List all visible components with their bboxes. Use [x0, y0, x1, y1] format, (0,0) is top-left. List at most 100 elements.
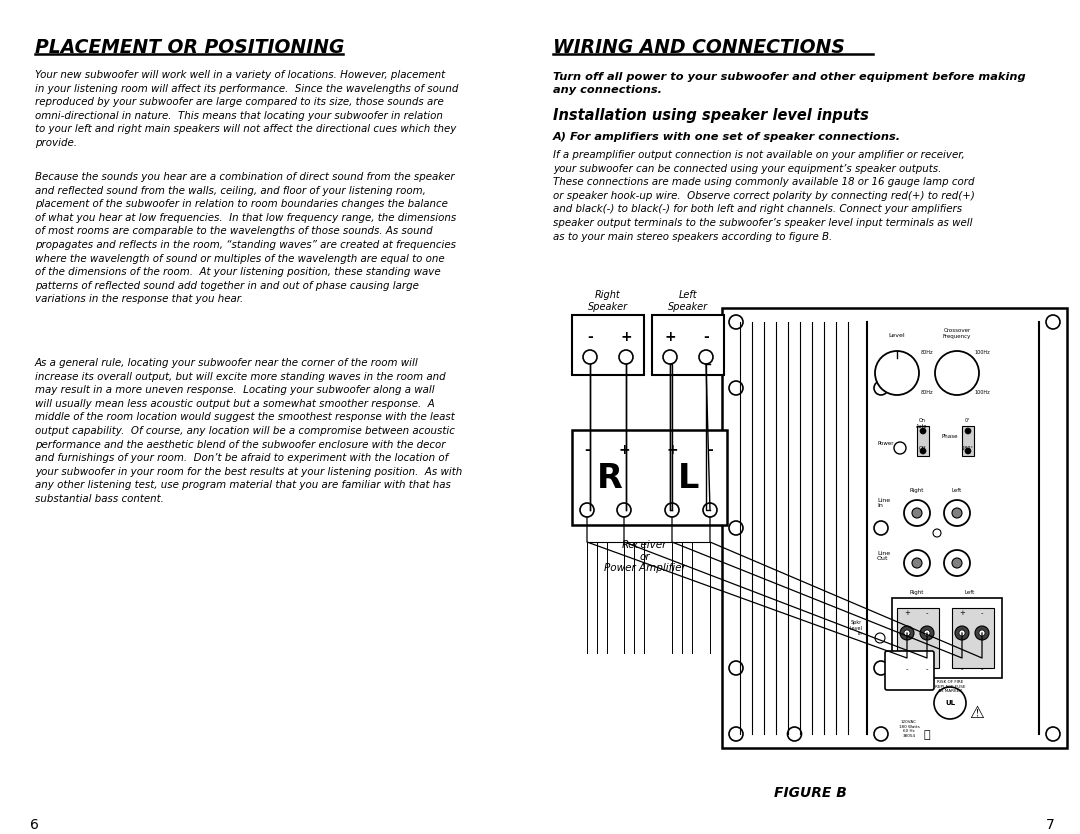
Text: Line
In: Line In: [877, 498, 890, 509]
Circle shape: [1047, 315, 1059, 329]
Text: -: -: [584, 443, 590, 457]
Circle shape: [619, 350, 633, 364]
Circle shape: [787, 727, 801, 741]
Text: Crossover
Frequency: Crossover Frequency: [943, 328, 971, 339]
Circle shape: [875, 351, 919, 395]
Circle shape: [583, 350, 597, 364]
Circle shape: [894, 442, 906, 454]
Text: Because the sounds you hear are a combination of direct sound from the speaker
a: Because the sounds you hear are a combin…: [35, 172, 456, 304]
Text: -: -: [906, 666, 908, 672]
Circle shape: [729, 661, 743, 675]
Text: Right: Right: [909, 488, 924, 493]
Text: Level: Level: [889, 333, 905, 338]
Text: Installation using speaker level inputs: Installation using speaker level inputs: [553, 108, 869, 123]
Text: Off: Off: [918, 446, 926, 451]
Text: Right
Speaker: Right Speaker: [588, 290, 629, 312]
Text: 100Hz: 100Hz: [974, 390, 990, 395]
Text: -: -: [981, 610, 983, 616]
Bar: [962, 426, 974, 456]
Circle shape: [699, 350, 713, 364]
Circle shape: [904, 630, 910, 636]
Bar: [897, 608, 939, 668]
Text: Turn off all power to your subwoofer and other equipment before making
any conne: Turn off all power to your subwoofer and…: [553, 72, 1026, 95]
Text: Line
Out: Line Out: [877, 550, 890, 561]
Text: As a general rule, locating your subwoofer near the corner of the room will
incr: As a general rule, locating your subwoof…: [35, 358, 462, 504]
Text: RISK OF FIRE
REPLACE FUSE
AS MARKED: RISK OF FIRE REPLACE FUSE AS MARKED: [935, 680, 966, 693]
Text: Ⓡ: Ⓡ: [923, 730, 930, 740]
Text: +: +: [620, 330, 632, 344]
Circle shape: [933, 529, 941, 537]
Text: +: +: [618, 443, 630, 457]
Text: Your new subwoofer will work well in a variety of locations. However, placement
: Your new subwoofer will work well in a v…: [35, 70, 458, 148]
Text: +: +: [666, 443, 678, 457]
Circle shape: [955, 626, 969, 640]
Circle shape: [729, 521, 743, 535]
Text: 0°: 0°: [964, 418, 970, 423]
Circle shape: [975, 626, 989, 640]
Bar: [572, 430, 727, 525]
Text: 180°: 180°: [961, 446, 973, 451]
Circle shape: [912, 508, 922, 518]
Text: PLACEMENT OR POSITIONING: PLACEMENT OR POSITIONING: [35, 38, 345, 57]
Circle shape: [663, 350, 677, 364]
Text: A) For amplifiers with one set of speaker connections.: A) For amplifiers with one set of speake…: [553, 132, 901, 142]
Circle shape: [924, 630, 930, 636]
Circle shape: [944, 500, 970, 526]
Circle shape: [912, 558, 922, 568]
Circle shape: [900, 626, 914, 640]
Text: +: +: [664, 330, 676, 344]
Text: Phase: Phase: [942, 434, 959, 439]
Text: -: -: [926, 666, 928, 672]
Circle shape: [729, 381, 743, 395]
Text: -: -: [961, 666, 963, 672]
Text: +: +: [959, 610, 964, 616]
Text: Left: Left: [964, 590, 975, 595]
Bar: [951, 608, 994, 668]
Circle shape: [920, 428, 926, 434]
Circle shape: [944, 550, 970, 576]
Circle shape: [935, 351, 978, 395]
Text: Left
Speaker: Left Speaker: [667, 290, 708, 312]
Circle shape: [904, 550, 930, 576]
Bar: [892, 598, 1002, 678]
Text: If a preamplifier output connection is not available on your amplifier or receiv: If a preamplifier output connection is n…: [553, 150, 975, 242]
FancyBboxPatch shape: [885, 651, 934, 690]
Text: -: -: [981, 666, 983, 672]
Circle shape: [966, 448, 971, 454]
Circle shape: [874, 521, 888, 535]
Text: ⚠: ⚠: [970, 704, 985, 722]
Text: Power: Power: [877, 440, 893, 445]
Circle shape: [729, 727, 743, 741]
Circle shape: [874, 661, 888, 675]
Circle shape: [665, 503, 679, 517]
Circle shape: [703, 503, 717, 517]
Circle shape: [951, 508, 962, 518]
Text: 80Hz: 80Hz: [920, 390, 933, 395]
Circle shape: [874, 381, 888, 395]
Text: Spkr
Level
In: Spkr Level In: [849, 620, 862, 636]
Text: R: R: [597, 461, 623, 495]
Text: Right: Right: [909, 590, 924, 595]
Text: +: +: [904, 610, 910, 616]
Text: WIRING AND CONNECTIONS: WIRING AND CONNECTIONS: [553, 38, 845, 57]
Circle shape: [978, 630, 985, 636]
Bar: [723, 308, 1067, 748]
Circle shape: [874, 727, 888, 741]
Circle shape: [875, 633, 885, 643]
Text: 80Hz: 80Hz: [920, 350, 933, 355]
Text: -: -: [707, 443, 713, 457]
Text: FIGURE B: FIGURE B: [773, 786, 847, 800]
Text: 100Hz: 100Hz: [974, 350, 990, 355]
Circle shape: [904, 500, 930, 526]
Circle shape: [617, 503, 631, 517]
Text: L: L: [678, 461, 700, 495]
Circle shape: [580, 503, 594, 517]
Circle shape: [959, 630, 966, 636]
Circle shape: [920, 448, 926, 454]
Text: 7: 7: [1047, 818, 1055, 832]
Text: Receiver
or
Power Amplifier: Receiver or Power Amplifier: [604, 540, 686, 573]
Circle shape: [729, 315, 743, 329]
Bar: [652, 315, 724, 375]
Circle shape: [951, 558, 962, 568]
Text: Auto: Auto: [916, 424, 928, 429]
